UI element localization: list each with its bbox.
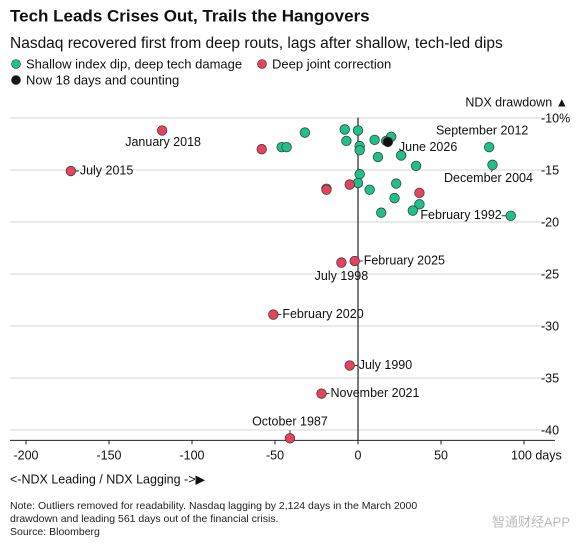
point <box>336 257 347 268</box>
point <box>321 184 332 195</box>
point <box>339 124 350 135</box>
point-label: September 2012 <box>436 123 528 137</box>
point <box>369 134 380 145</box>
point <box>268 309 279 320</box>
point-label: July 2015 <box>80 163 134 177</box>
point <box>487 159 498 170</box>
legend: Shallow index dip, deep tech damage Deep… <box>11 56 391 87</box>
leader-line <box>490 169 493 173</box>
chart-title: Tech Leads Crises Out, Trails the Hangov… <box>10 6 370 25</box>
point <box>284 433 296 444</box>
point <box>505 210 516 221</box>
y-tick-label: -35 <box>541 371 559 385</box>
point-label: February 1992 <box>420 208 501 222</box>
legend-swatch <box>11 59 21 69</box>
source: Source: Bloomberg <box>10 526 100 538</box>
y-tick-label: -20 <box>541 215 559 229</box>
point <box>341 135 352 147</box>
point-label: November 2021 <box>330 386 419 400</box>
point <box>484 141 495 153</box>
point <box>414 187 425 199</box>
note: Note: Outliers removed for readability. … <box>10 500 418 525</box>
legend-label: Deep joint correction <box>272 56 391 71</box>
x-tick-label: 0 <box>355 449 362 463</box>
point <box>352 177 364 189</box>
point <box>354 145 365 156</box>
point <box>281 141 292 153</box>
x-tick-label: -100 <box>179 449 204 463</box>
y-tick-label: -40 <box>541 423 559 437</box>
x-tick-label: -200 <box>13 449 38 463</box>
point-label: February 2025 <box>364 253 445 267</box>
point-label: December 2004 <box>444 171 533 185</box>
legend-swatch <box>11 75 21 85</box>
x-tick-label: -50 <box>266 449 284 463</box>
point <box>391 178 402 189</box>
legend-swatch <box>257 59 267 69</box>
point <box>256 144 267 155</box>
point <box>407 205 418 216</box>
point-label: July 1998 <box>315 269 369 283</box>
point <box>349 255 360 267</box>
y-tick-label: -10% <box>541 111 570 125</box>
point <box>344 360 355 371</box>
x-tick-label: -150 <box>96 449 121 463</box>
chart-subtitle: Nasdaq recovered first from deep routs, … <box>10 35 503 52</box>
y-tick-label: -30 <box>541 319 559 333</box>
point <box>410 160 422 171</box>
point-label: July 1990 <box>359 358 413 372</box>
point-label: January 2018 <box>125 135 201 149</box>
legend-label: Shallow index dip, deep tech damage <box>26 56 242 71</box>
point-label: June 2026 <box>399 140 457 154</box>
watermark: 智通财经APP <box>492 514 570 529</box>
point <box>344 179 355 190</box>
y-tick-label: -25 <box>541 267 559 281</box>
point <box>382 136 394 148</box>
point <box>364 184 375 195</box>
x-axis-label: <-NDX Leading / NDX Lagging ->▶ <box>10 472 206 486</box>
point <box>354 169 365 180</box>
point <box>396 150 407 161</box>
y-axis-label: NDX drawdown ▲ <box>465 95 568 109</box>
point <box>414 199 425 210</box>
point <box>299 127 311 138</box>
point <box>352 125 364 136</box>
point <box>65 165 76 177</box>
point <box>156 125 168 136</box>
point-label: February 2020 <box>282 307 363 321</box>
point <box>389 192 400 204</box>
legend-label: Now 18 days and counting <box>26 72 179 87</box>
x-tick-label: 50 <box>434 449 448 463</box>
footer: Note: Outliers removed for readability. … <box>10 500 450 539</box>
point-label: October 1987 <box>252 415 328 429</box>
y-tick-label: -15 <box>541 163 559 177</box>
point <box>372 151 384 163</box>
x-tick-label: 100 days <box>511 449 562 463</box>
point <box>316 388 327 399</box>
point <box>376 207 387 218</box>
